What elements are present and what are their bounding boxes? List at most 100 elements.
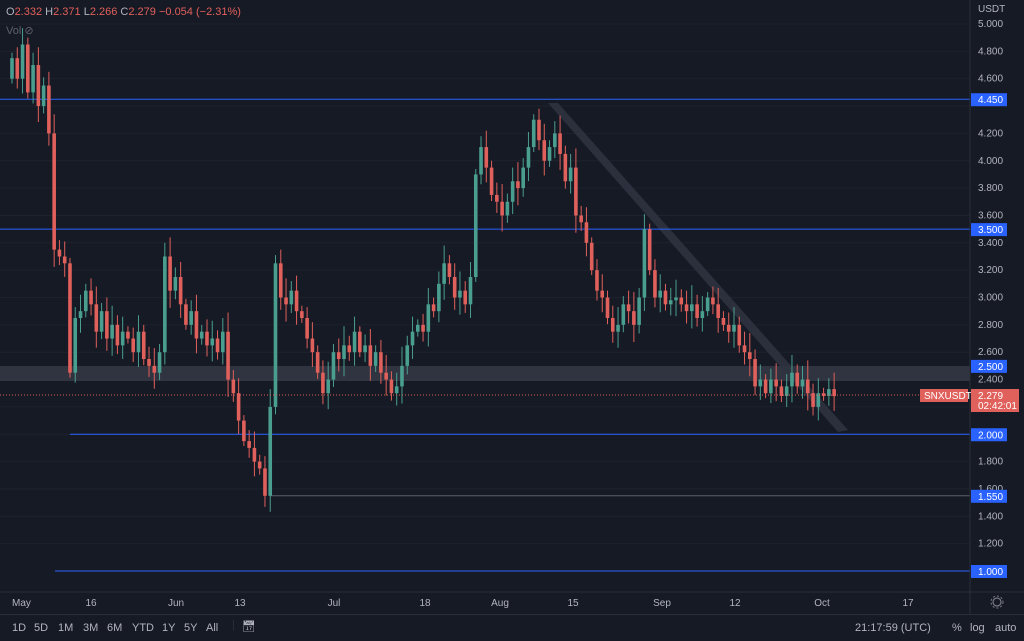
price-tick: 4.600 (978, 74, 1003, 85)
log-toggle[interactable]: log (970, 622, 985, 634)
goto-date-icon[interactable]: 📅︎ (242, 621, 256, 633)
candle-body (94, 304, 99, 332)
range-ytd[interactable]: YTD (132, 622, 154, 634)
candle (626, 290, 631, 324)
range-3m[interactable]: 3M (83, 622, 99, 634)
candle-body (521, 167, 525, 189)
candle (141, 324, 146, 366)
range-1m[interactable]: 1M (58, 622, 74, 634)
candle (389, 371, 394, 401)
level-label: 1.000 (978, 567, 1003, 578)
candle (600, 274, 605, 313)
candle-body (758, 379, 763, 387)
level-label: 4.450 (978, 95, 1003, 106)
candle-body (226, 331, 230, 380)
candle-body (221, 331, 225, 353)
candle (73, 307, 78, 383)
candles (10, 28, 836, 512)
candle (226, 312, 230, 397)
percent-toggle[interactable]: % (952, 622, 962, 634)
range-6m[interactable]: 6M (107, 622, 123, 634)
volume-label: Vol (6, 25, 22, 37)
candle (326, 361, 330, 410)
candle-body (574, 167, 578, 216)
candle-body (489, 167, 494, 195)
candle (658, 274, 663, 313)
candle (553, 121, 557, 159)
range-5d[interactable]: 5D (34, 622, 49, 634)
level-label: 2.000 (978, 430, 1003, 441)
range-all[interactable]: All (206, 622, 219, 634)
candle (421, 313, 425, 342)
candle-body (36, 65, 41, 107)
candle-body (20, 44, 25, 79)
candle-body (189, 311, 193, 325)
candle-body (579, 215, 583, 223)
candle-body (605, 297, 610, 319)
candle-body (642, 229, 647, 298)
candle-body (305, 318, 309, 339)
candle (705, 292, 710, 317)
candle-body (62, 256, 67, 264)
candle-body (827, 389, 831, 396)
candle (189, 300, 193, 335)
candle (726, 312, 731, 343)
candle (15, 47, 20, 89)
candle-body (257, 461, 262, 469)
candle-body (684, 304, 689, 312)
candle-body (89, 290, 93, 305)
candle (458, 271, 462, 315)
range-1d[interactable]: 1D (12, 622, 27, 634)
time-axis[interactable]: May 16 Jun 13 Jul 18 Aug 15 Sep 12 Oct 17 (12, 598, 914, 609)
candle (674, 279, 678, 317)
clock[interactable]: 21:17:59 (UTC) (855, 622, 931, 634)
candle-body (294, 290, 299, 312)
candle-body (173, 276, 178, 291)
candle-body (231, 379, 236, 394)
range-1y[interactable]: 1Y (162, 622, 176, 634)
candle (521, 158, 525, 197)
candle-body (679, 297, 684, 305)
candle (516, 162, 520, 206)
range-5y[interactable]: 5Y (184, 622, 198, 634)
candle (732, 307, 736, 348)
candle (247, 430, 251, 458)
candle (231, 369, 236, 402)
candle-body (73, 318, 78, 373)
candle (510, 167, 515, 215)
candle (505, 193, 510, 223)
candle-body (247, 441, 251, 448)
candle-body (695, 304, 699, 319)
candle (737, 316, 742, 353)
settings-gear-icon[interactable] (990, 595, 1004, 609)
candle (368, 328, 373, 381)
candle-body (811, 393, 815, 407)
candle (294, 275, 299, 325)
candle-body (663, 290, 668, 305)
candle-body (278, 263, 283, 298)
auto-toggle[interactable]: auto (995, 622, 1017, 634)
candle-body (690, 304, 694, 312)
price-tick: 3.400 (978, 238, 1003, 249)
candle-body (658, 290, 663, 298)
candle (184, 298, 188, 330)
volume-indicator[interactable]: Vol ⊘ (6, 24, 34, 37)
grid (0, 23, 970, 545)
candle-body (358, 331, 362, 353)
candle (379, 339, 383, 384)
candle-body (347, 345, 352, 353)
candle (769, 368, 773, 404)
candle (10, 52, 14, 84)
candle-body (784, 386, 789, 396)
eye-hidden-icon[interactable]: ⊘ (24, 25, 34, 37)
candle-body (742, 345, 747, 353)
candle (99, 302, 104, 340)
candle (215, 330, 220, 360)
level-labels: 4.450 3.500 2.500 2.000 1.550 1.000 (971, 93, 1007, 578)
candle (653, 259, 657, 308)
candle-body (426, 304, 431, 332)
candle-body (105, 311, 109, 339)
candle (152, 348, 157, 389)
level-tag (971, 428, 1007, 442)
